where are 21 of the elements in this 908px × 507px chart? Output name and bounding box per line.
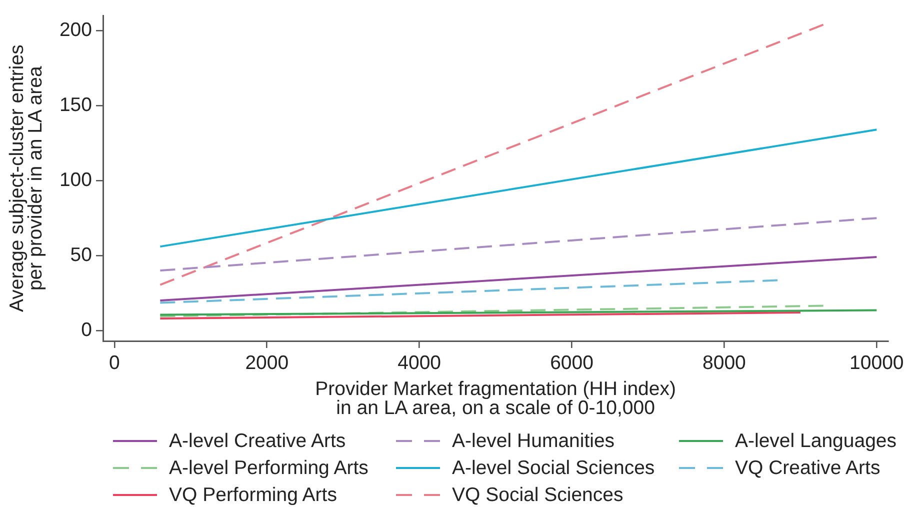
y-tick-label: 150 — [59, 94, 92, 116]
x-tick-label: 4000 — [398, 352, 442, 374]
legend-label: A-level Creative Arts — [169, 430, 346, 452]
y-tick-label: 200 — [59, 19, 92, 42]
legend-label: VQ Social Sciences — [452, 484, 624, 506]
legend-label: A-level Social Sciences — [452, 456, 655, 480]
legend-label: A-level Humanities — [452, 430, 615, 452]
legend-label: VQ Creative Arts — [735, 456, 880, 480]
legend-label: A-level Languages — [735, 430, 897, 452]
y-tick-label: 100 — [59, 168, 92, 191]
x-tick-label: 2000 — [245, 352, 289, 374]
x-tick-label: 10000 — [850, 352, 904, 374]
y-tick-label: 50 — [70, 244, 92, 266]
x-tick-label: 0 — [109, 352, 120, 374]
y-tick-label: 0 — [81, 318, 92, 341]
legend-label: A-level Performing Arts — [169, 456, 368, 480]
legend-label: VQ Performing Arts — [169, 484, 337, 506]
x-axis-title: Provider Market fragmentation (HH index) in an LA area, on a scale of 0-10,000 — [315, 378, 676, 419]
y-axis-title: Average subject-cluster entries per provider in an LA area — [6, 44, 47, 312]
x-tick-label: 8000 — [702, 352, 746, 374]
x-tick-label: 6000 — [550, 352, 594, 374]
